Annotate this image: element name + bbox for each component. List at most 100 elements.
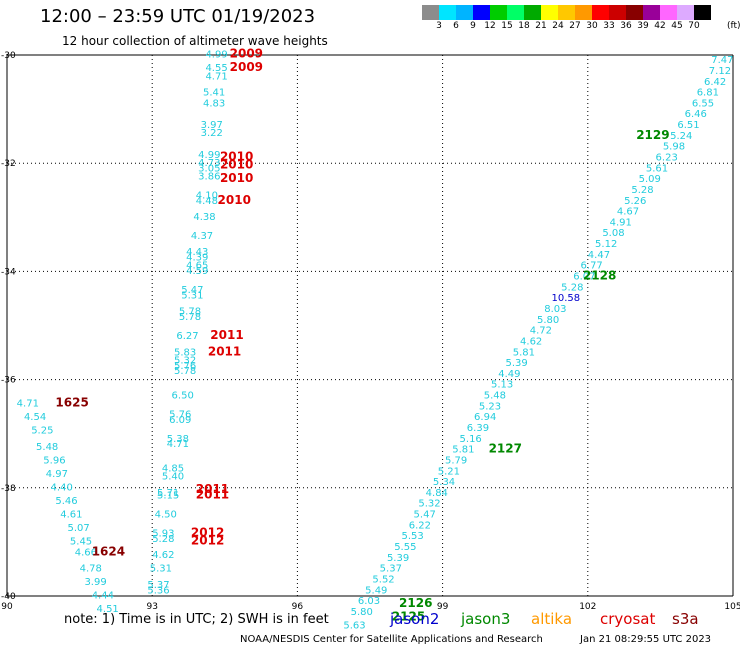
wave-height-label: 5.37 xyxy=(380,564,402,575)
wave-height-label: 5.47 xyxy=(414,510,436,521)
wave-height-label: 4.99 xyxy=(205,50,227,61)
wave-height-label: 5.16 xyxy=(460,434,482,445)
x-tick-label: 102 xyxy=(579,602,596,612)
wave-height-label: 3.97 xyxy=(201,120,223,131)
wave-height-label: 4.97 xyxy=(46,469,68,480)
scale-label: 30 xyxy=(586,21,598,31)
wave-height-label: 4.43 xyxy=(186,247,208,258)
wave-height-label: 5.78 xyxy=(179,307,201,318)
wave-height-label: 5.80 xyxy=(351,607,373,618)
wave-height-label: 5.13 xyxy=(491,380,513,391)
scale-label: 18 xyxy=(518,21,530,31)
wave-height-label: 5.52 xyxy=(372,574,394,585)
wave-height-label: 4.48 xyxy=(196,196,218,207)
wave-height-label: 5.32 xyxy=(174,355,196,366)
wave-height-label: 6.23 xyxy=(656,152,678,163)
wave-height-label: 4.39 xyxy=(186,253,208,264)
scale-unit: (ft) xyxy=(727,21,740,31)
wave-height-label: 4.71 xyxy=(205,71,227,82)
wave-height-label: 4.65 xyxy=(186,261,208,272)
y-tick-label: -40 xyxy=(1,592,16,602)
pass-number-label: 2009 xyxy=(230,47,263,61)
wave-height-label: 5.37 xyxy=(147,580,169,591)
wave-height-label: 5.28 xyxy=(561,282,583,293)
wave-height-label: 5.46 xyxy=(55,496,77,507)
wave-height-label: 4.51 xyxy=(97,604,119,615)
scale-label: 9 xyxy=(470,21,476,31)
color-scale xyxy=(422,5,711,20)
footer-credit: NOAA/NESDIS Center for Satellite Applica… xyxy=(240,634,543,645)
scale-swatch xyxy=(558,5,575,20)
pass-number-label: 1624 xyxy=(92,544,125,558)
wave-height-label: 4.37 xyxy=(191,231,213,242)
pass-number-label: 2129 xyxy=(636,128,669,142)
pass-number-label: 2011 xyxy=(210,328,243,342)
wave-height-label: 6.03 xyxy=(358,596,380,607)
wave-height-label: 4.91 xyxy=(610,217,632,228)
wave-height-label: 5.71 xyxy=(157,488,179,499)
footer-note: note: 1) Time is in UTC; 2) SWH is in fe… xyxy=(64,612,329,627)
wave-height-label: 4.83 xyxy=(203,98,225,109)
mission-s3a: s3a xyxy=(672,610,699,628)
x-tick-label: 90 xyxy=(1,602,13,612)
scale-swatch xyxy=(507,5,524,20)
wave-height-label: 5.25 xyxy=(31,426,53,437)
scale-swatch xyxy=(575,5,592,20)
pass-number-label: 2010 xyxy=(220,158,253,172)
scale-label: 6 xyxy=(453,21,459,31)
wave-height-label: 5.83 xyxy=(174,347,196,358)
wave-height-label: 4.50 xyxy=(155,510,177,521)
wave-height-label: 5.78 xyxy=(174,366,196,377)
pass-number-label: 2011 xyxy=(196,488,229,502)
x-tick-label: 96 xyxy=(292,602,304,612)
wave-height-label: 4.54 xyxy=(24,412,46,423)
wave-height-label: 4.84 xyxy=(426,488,448,499)
mission-altika: altika xyxy=(531,610,573,628)
wave-height-label: 5.53 xyxy=(401,531,423,542)
scale-swatch xyxy=(541,5,558,20)
wave-height-label: 4.62 xyxy=(520,336,542,347)
y-tick-label: -36 xyxy=(1,376,16,386)
y-tick-label: -32 xyxy=(1,159,16,169)
wave-height-label: 5.81 xyxy=(513,347,535,358)
wave-height-label: 5.26 xyxy=(624,196,646,207)
wave-height-label: 6.77 xyxy=(581,261,603,272)
wave-height-label: 4.59 xyxy=(186,266,208,277)
wave-height-label: 4.62 xyxy=(152,550,174,561)
wave-height-label: 7.47 xyxy=(711,55,733,66)
wave-height-label: 6.39 xyxy=(467,423,489,434)
wave-height-label: 4.40 xyxy=(51,483,73,494)
wave-height-label: 5.36 xyxy=(147,585,169,596)
wave-height-label: 5.28 xyxy=(152,534,174,545)
wave-height-label: 5.39 xyxy=(387,553,409,564)
wave-height-label: 4.72 xyxy=(530,326,552,337)
wave-height-label: 4.67 xyxy=(617,207,639,218)
pass-number-label: 2126 xyxy=(399,596,432,610)
scale-label: 70 xyxy=(688,21,700,31)
scale-label: 15 xyxy=(501,21,513,31)
wave-height-label: 5.48 xyxy=(484,391,506,402)
pass-number-label: 1625 xyxy=(55,396,88,410)
wave-height-label: 4.61 xyxy=(60,510,82,521)
wave-height-label: 5.41 xyxy=(203,88,225,99)
wave-height-label: 3.22 xyxy=(201,128,223,139)
scale-label: 24 xyxy=(552,21,564,31)
wave-height-label: 6.22 xyxy=(409,520,431,531)
wave-height-label: 8.03 xyxy=(544,304,566,315)
scale-swatch xyxy=(609,5,626,20)
x-tick-label: 105 xyxy=(724,602,740,612)
mission-cryosat: cryosat xyxy=(600,610,656,628)
wave-height-label: 5.96 xyxy=(43,455,65,466)
wave-height-label: 5.93 xyxy=(152,528,174,539)
page-subtitle: 12 hour collection of altimeter wave hei… xyxy=(62,34,328,48)
wave-height-label: 6.51 xyxy=(677,120,699,131)
pass-number-label: 2127 xyxy=(489,442,522,456)
scale-swatch xyxy=(694,5,711,20)
wave-height-label: 6.46 xyxy=(685,109,707,120)
scale-label: 33 xyxy=(603,21,615,31)
wave-height-label: 4.71 xyxy=(17,399,39,410)
wave-height-label: 5.81 xyxy=(452,445,474,456)
y-tick-label: -30 xyxy=(1,51,16,61)
